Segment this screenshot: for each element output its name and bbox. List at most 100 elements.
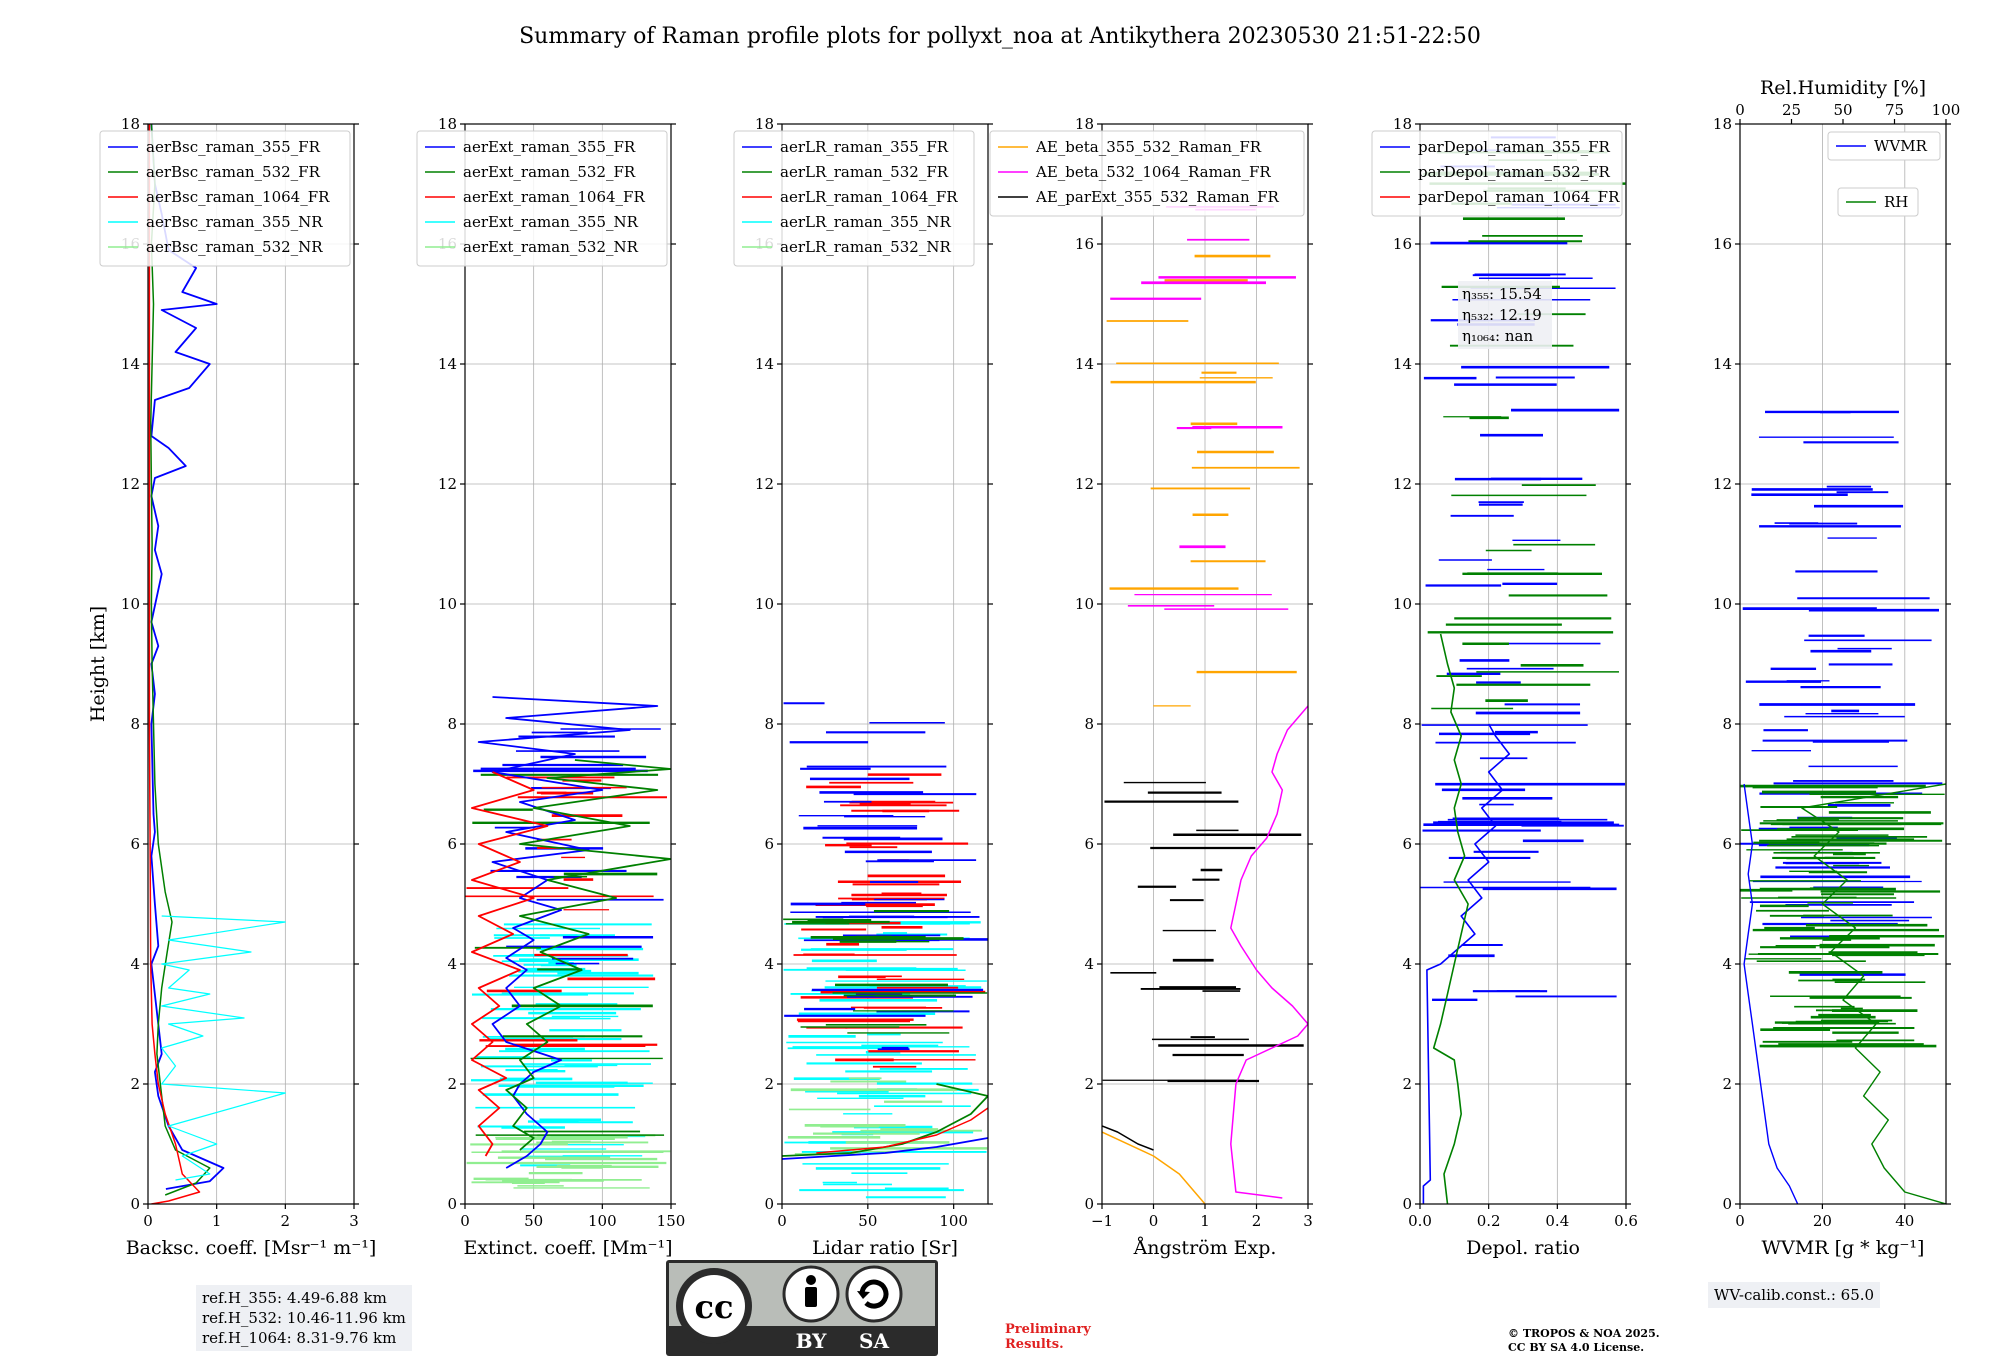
x-tick-label: 40 bbox=[1895, 1212, 1914, 1230]
legend-label: WVMR bbox=[1874, 137, 1928, 155]
legend-box bbox=[1827, 131, 1941, 161]
ref-height-355: ref.H_355: 4.49-6.88 km bbox=[202, 1289, 387, 1307]
y-tick-label: 6 bbox=[1722, 835, 1732, 853]
share-alike-arrow bbox=[857, 1291, 870, 1299]
y-axis-label: Height [km] bbox=[87, 606, 109, 722]
y-tick-label: 10 bbox=[121, 595, 140, 613]
legend-label: aerLR_raman_1064_FR bbox=[780, 188, 958, 206]
x-tick-label: 0.6 bbox=[1614, 1212, 1638, 1230]
y-tick-label: 6 bbox=[1402, 835, 1412, 853]
y-tick-label: 0 bbox=[764, 1195, 774, 1213]
badge-sa-label: SA bbox=[859, 1329, 889, 1353]
panel-1: 0246810121416180123Backsc. coeff. [Msr⁻¹… bbox=[87, 115, 376, 1259]
panel-2: 024681012141618050100150Extinct. coeff. … bbox=[416, 115, 686, 1259]
y-tick-label: 0 bbox=[1402, 1195, 1412, 1213]
series-line bbox=[1432, 633, 1469, 1204]
y-tick-label: 4 bbox=[1084, 955, 1094, 973]
x-tick-label: 0 bbox=[1149, 1212, 1159, 1230]
y-tick-label: 2 bbox=[1402, 1075, 1412, 1093]
ref-height-532: ref.H_532: 10.46-11.96 km bbox=[202, 1309, 406, 1327]
x-axis-label: Backsc. coeff. [Msr⁻¹ m⁻¹] bbox=[126, 1237, 377, 1259]
y-tick-label: 4 bbox=[1722, 955, 1732, 973]
axes-frame bbox=[1419, 123, 1627, 1205]
copyright-line-2: CC BY SA 4.0 License. bbox=[1508, 1341, 1645, 1354]
y-tick-label: 16 bbox=[1393, 235, 1412, 253]
y-tick-label: 12 bbox=[755, 475, 774, 493]
legend-label: AE_parExt_355_532_Raman_FR bbox=[1035, 188, 1280, 206]
y-tick-label: 2 bbox=[764, 1075, 774, 1093]
figure-title: Summary of Raman profile plots for polly… bbox=[519, 24, 1481, 49]
top-x-axis-label: Rel.Humidity [%] bbox=[1760, 77, 1926, 99]
legend-box bbox=[99, 130, 351, 267]
x-tick-label: 150 bbox=[657, 1212, 686, 1230]
y-tick-label: 16 bbox=[1075, 235, 1094, 253]
series-line bbox=[782, 1083, 988, 1157]
legend-label: aerLR_raman_355_NR bbox=[780, 213, 951, 231]
y-tick-label: 6 bbox=[764, 835, 774, 853]
y-tick-label: 8 bbox=[1402, 715, 1412, 733]
preliminary-results-note: Preliminary Results. bbox=[1005, 1322, 1091, 1352]
y-tick-label: 16 bbox=[1713, 235, 1732, 253]
person-body bbox=[805, 1287, 817, 1307]
y-tick-label: 4 bbox=[447, 955, 457, 973]
series-line bbox=[149, 124, 211, 1196]
y-tick-label: 10 bbox=[1393, 595, 1412, 613]
legend-box bbox=[1837, 187, 1919, 217]
legend-label: aerLR_raman_532_FR bbox=[780, 163, 949, 181]
x-tick-label: 2 bbox=[1252, 1212, 1262, 1230]
y-tick-label: 10 bbox=[438, 595, 457, 613]
x-tick-label: 1 bbox=[1200, 1212, 1210, 1230]
legend: aerExt_raman_355_FR aerExt_raman_532_FRae… bbox=[416, 130, 668, 267]
y-tick-label: 14 bbox=[121, 355, 140, 373]
x-axis-label: Extinct. coeff. [Mm⁻¹] bbox=[463, 1237, 672, 1259]
preliminary-line-1: Preliminary bbox=[1005, 1322, 1091, 1337]
x-tick-label: 0 bbox=[143, 1212, 153, 1230]
person-head bbox=[806, 1275, 816, 1285]
axes-frame bbox=[464, 123, 672, 1205]
x-tick-label: 3 bbox=[1303, 1212, 1313, 1230]
y-tick-label: 6 bbox=[1084, 835, 1094, 853]
y-tick-label: 4 bbox=[130, 955, 140, 973]
y-tick-label: 4 bbox=[764, 955, 774, 973]
legend-label: aerBsc_raman_1064_FR bbox=[146, 188, 330, 206]
panel-3: 024681012141618050100Lidar ratio [Sr]aer… bbox=[733, 115, 993, 1259]
x-tick-label: 100 bbox=[588, 1212, 617, 1230]
series-line bbox=[1102, 1125, 1154, 1151]
y-tick-label: 0 bbox=[1084, 1195, 1094, 1213]
y-tick-label: 18 bbox=[1393, 115, 1412, 133]
x-tick-label: 50 bbox=[524, 1212, 543, 1230]
top-x-tick-label: 25 bbox=[1782, 101, 1801, 119]
series-line bbox=[1801, 783, 1946, 1204]
y-tick-label: 10 bbox=[1713, 595, 1732, 613]
legend: aerBsc_raman_355_FR aerBsc_raman_532_FRae… bbox=[99, 130, 351, 267]
y-tick-label: 14 bbox=[438, 355, 457, 373]
y-tick-label: 0 bbox=[1722, 1195, 1732, 1213]
cc-logo-icon bbox=[683, 1275, 745, 1337]
y-tick-label: 10 bbox=[755, 595, 774, 613]
legend-label: aerBsc_raman_532_FR bbox=[146, 163, 321, 181]
legend-label: AE_beta_532_1064_Raman_FR bbox=[1035, 163, 1271, 181]
y-tick-label: 18 bbox=[755, 115, 774, 133]
legend-label: parDepol_raman_1064_FR bbox=[1418, 188, 1620, 206]
legend-box bbox=[1371, 130, 1623, 217]
y-tick-label: 8 bbox=[764, 715, 774, 733]
x-axis-label: Ångström Exp. bbox=[1133, 1237, 1277, 1259]
plot-area bbox=[1740, 124, 1946, 1204]
series-line bbox=[782, 1137, 988, 1160]
x-tick-label: 20 bbox=[1813, 1212, 1832, 1230]
y-tick-label: 14 bbox=[1713, 355, 1732, 373]
y-tick-label: 6 bbox=[130, 835, 140, 853]
legend-label: parDepol_raman_532_FR bbox=[1418, 163, 1611, 181]
series-line bbox=[477, 696, 659, 1169]
legend-label: aerExt_raman_532_FR bbox=[463, 163, 636, 181]
legend: WVMR RH bbox=[1827, 131, 1941, 217]
y-tick-label: 2 bbox=[1722, 1075, 1732, 1093]
y-tick-label: 8 bbox=[130, 715, 140, 733]
series-line bbox=[1102, 1131, 1206, 1204]
x-axis-label: Lidar ratio [Sr] bbox=[812, 1237, 958, 1259]
ref-height-1064: ref.H_1064: 8.31-9.76 km bbox=[202, 1329, 397, 1347]
y-tick-label: 12 bbox=[1075, 475, 1094, 493]
series-line bbox=[471, 771, 549, 1157]
series-line bbox=[816, 1107, 988, 1154]
